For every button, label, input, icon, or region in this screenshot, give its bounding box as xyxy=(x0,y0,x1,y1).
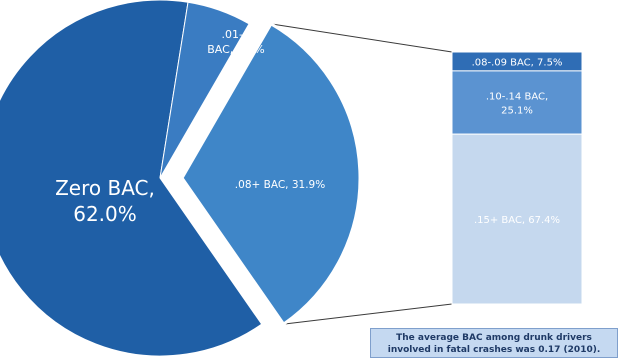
footnote-line-2: involved in fatal crashes was 0.17 (2010… xyxy=(387,345,601,355)
slice-01-07-bac xyxy=(159,1,250,179)
label-10-14-name: .10-.14 BAC, xyxy=(486,92,548,103)
label-zero-bac-name: Zero BAC, xyxy=(55,176,155,200)
footnote-box: The average BAC among drunk drivers invo… xyxy=(370,328,618,358)
label-08-09: .08-.09 BAC, 7.5% xyxy=(472,57,563,68)
connector-line-bottom xyxy=(283,303,453,325)
segment-15-plus-bac xyxy=(451,133,583,305)
label-08-plus: .08+ BAC, 31.9% xyxy=(235,179,325,191)
label-01-07-value: BAC, 5.8% xyxy=(207,43,265,56)
slice-08-plus-bac xyxy=(180,21,362,327)
segment-10-14-bac xyxy=(451,70,583,135)
label-01-07-name: .01- 07 xyxy=(222,28,261,41)
label-15-plus: .15+ BAC, 67.4% xyxy=(474,215,560,226)
label-zero-bac-value: 62.0% xyxy=(73,202,137,226)
connector-line-top xyxy=(270,23,453,53)
slice-zero-bac xyxy=(0,0,263,357)
footnote-line-1: The average BAC among drunk drivers xyxy=(396,333,592,343)
label-10-14-value: 25.1% xyxy=(501,106,533,117)
